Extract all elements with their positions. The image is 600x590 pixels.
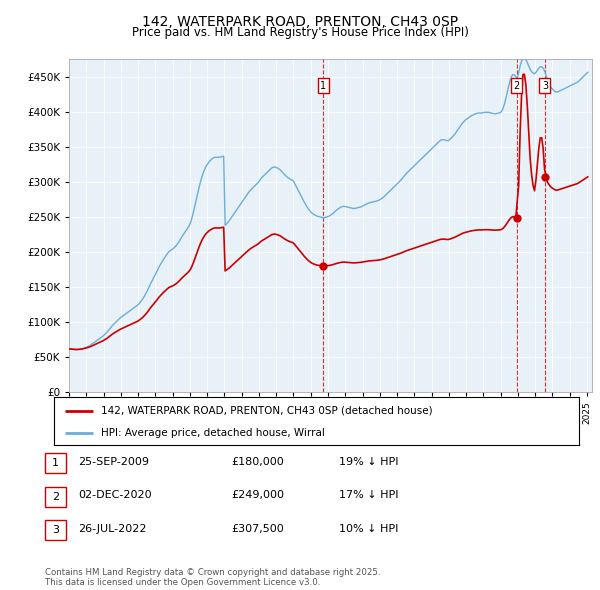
Text: £249,000: £249,000 — [231, 490, 284, 500]
Text: 2: 2 — [52, 492, 59, 502]
Text: HPI: Average price, detached house, Wirral: HPI: Average price, detached house, Wirr… — [101, 428, 325, 438]
Text: Price paid vs. HM Land Registry's House Price Index (HPI): Price paid vs. HM Land Registry's House … — [131, 26, 469, 39]
Text: 2: 2 — [514, 81, 520, 91]
Text: 26-JUL-2022: 26-JUL-2022 — [78, 524, 146, 534]
Text: 17% ↓ HPI: 17% ↓ HPI — [339, 490, 398, 500]
Text: 3: 3 — [52, 526, 59, 535]
Text: 02-DEC-2020: 02-DEC-2020 — [78, 490, 152, 500]
Text: 3: 3 — [542, 81, 548, 91]
Text: 19% ↓ HPI: 19% ↓ HPI — [339, 457, 398, 467]
Text: 1: 1 — [52, 458, 59, 468]
Text: £180,000: £180,000 — [231, 457, 284, 467]
Text: 142, WATERPARK ROAD, PRENTON, CH43 0SP: 142, WATERPARK ROAD, PRENTON, CH43 0SP — [142, 15, 458, 29]
Text: Contains HM Land Registry data © Crown copyright and database right 2025.
This d: Contains HM Land Registry data © Crown c… — [45, 568, 380, 587]
Text: £307,500: £307,500 — [231, 524, 284, 534]
Text: 10% ↓ HPI: 10% ↓ HPI — [339, 524, 398, 534]
Text: 25-SEP-2009: 25-SEP-2009 — [78, 457, 149, 467]
Text: 142, WATERPARK ROAD, PRENTON, CH43 0SP (detached house): 142, WATERPARK ROAD, PRENTON, CH43 0SP (… — [101, 405, 433, 415]
Text: 1: 1 — [320, 81, 326, 91]
